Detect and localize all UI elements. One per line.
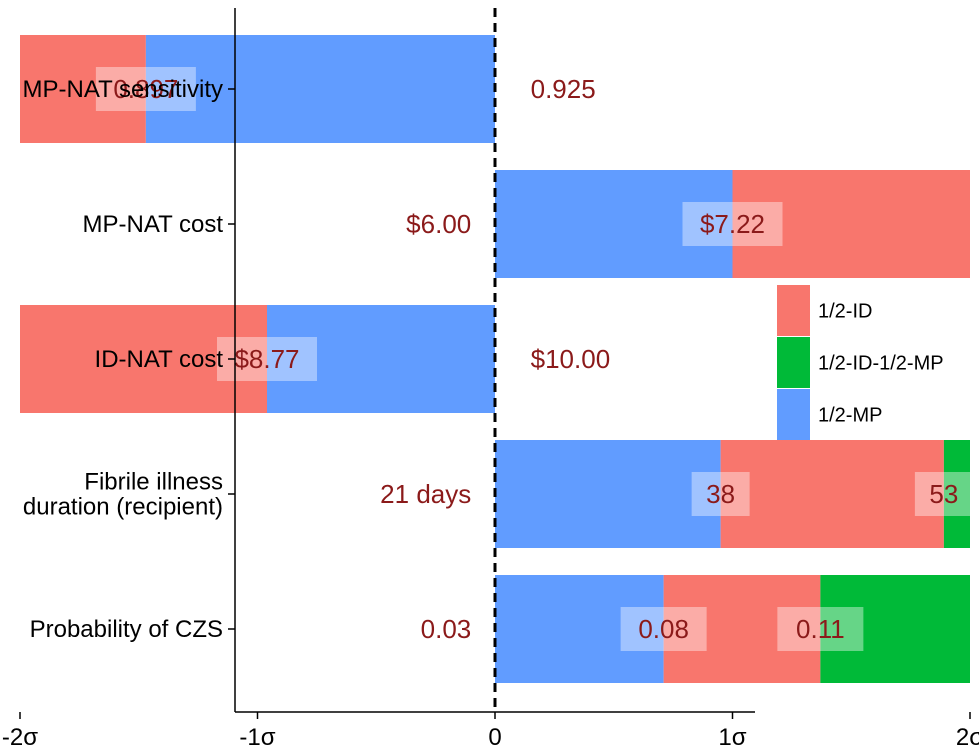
- x-tick-label: 1σ: [718, 724, 746, 750]
- value-label: 0.08: [638, 614, 689, 644]
- bar-segment: [495, 575, 664, 683]
- category-label: duration (recipient): [23, 494, 223, 521]
- bar-segment: [495, 440, 721, 548]
- bar-segment: [20, 35, 146, 143]
- value-label: $6.00: [406, 209, 471, 239]
- axes: -2σ -1σ 0 1σ 2σ MP-NAT sensitivity MP-NAT cost…: [2, 8, 979, 750]
- value-label: $7.22: [700, 209, 765, 239]
- bar-segment: [145, 35, 495, 143]
- bar-segment: [663, 575, 821, 683]
- x-tick-label: 2σ: [956, 724, 979, 750]
- category-label: Probability of CZS: [30, 616, 223, 643]
- legend-swatch: [777, 337, 810, 388]
- value-label: 0.11: [796, 614, 845, 644]
- legend-label: 1/2-ID: [818, 301, 872, 323]
- x-tick-label: -1σ: [239, 724, 275, 750]
- value-label-box: [682, 202, 783, 246]
- legend-label: 1/2-MP: [818, 405, 882, 427]
- value-label: $8.77: [234, 344, 299, 374]
- value-label: 0.897: [113, 74, 178, 104]
- value-label: 0.03: [421, 614, 472, 644]
- bar-segment: [720, 440, 944, 548]
- value-label: $10.00: [531, 344, 611, 374]
- bar-segment: [20, 305, 267, 413]
- x-tick-label: -2σ: [2, 724, 38, 750]
- value-label: 0.925: [531, 74, 596, 104]
- legend: 1/2-ID 1/2-ID-1/2-MP 1/2-MP: [777, 285, 944, 440]
- category-label: MP-NAT cost: [83, 211, 224, 238]
- value-label: 53: [929, 479, 958, 509]
- category-label: MP-NAT sensitivity: [23, 76, 223, 103]
- category-label: ID-NAT cost: [95, 346, 224, 373]
- bar-segment: [495, 170, 733, 278]
- bar-segment: [943, 440, 970, 548]
- value-label-box: [95, 67, 196, 111]
- value-label-box: [914, 472, 973, 516]
- bar-segment: [267, 305, 495, 413]
- value-label-box: [777, 607, 864, 651]
- legend-label: 1/2-ID-1/2-MP: [818, 353, 944, 375]
- bar-segment: [732, 170, 970, 278]
- value-label: 21 days: [380, 479, 471, 509]
- x-tick-label: 0: [488, 724, 501, 750]
- value-label: 38: [706, 479, 735, 509]
- legend-swatch: [777, 389, 810, 440]
- value-label-box: [620, 607, 707, 651]
- category-label: Fibrile illness: [84, 469, 223, 496]
- bar-segment: [820, 575, 970, 683]
- plot-area: 0.897 0.925 $6.00 $7.22 $8.77 $10.00 21 days 38…: [20, 35, 973, 683]
- legend-swatch: [777, 285, 810, 336]
- value-label-box: [691, 472, 750, 516]
